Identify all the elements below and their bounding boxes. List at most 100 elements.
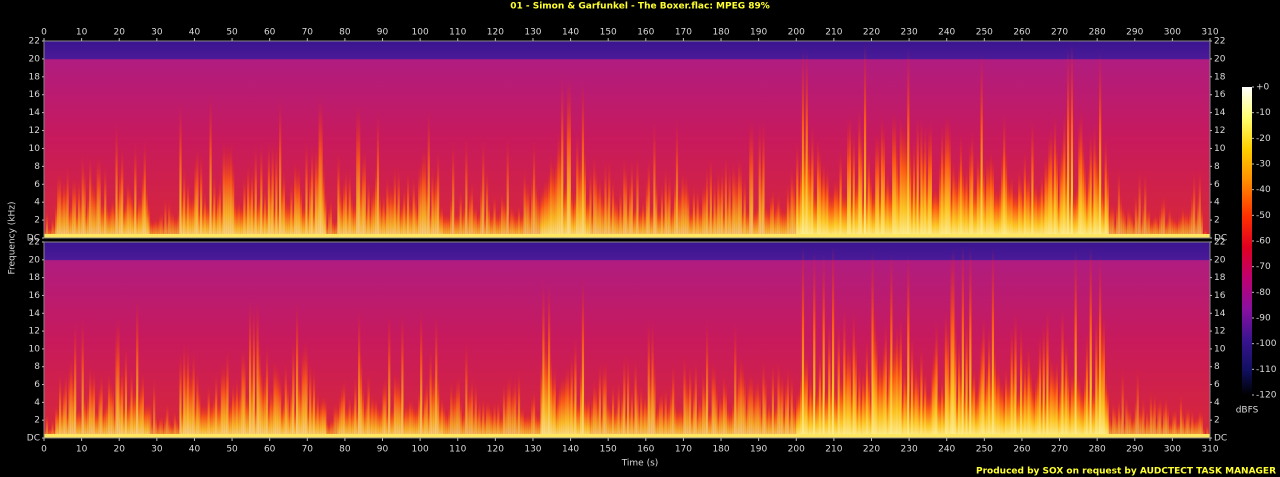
spectrum-streak [331, 417, 334, 438]
spectrum-streak [1074, 248, 1077, 438]
spectrum-streak [179, 102, 182, 238]
spectrum-streak [365, 203, 368, 238]
spectrum-streak [623, 155, 626, 238]
spectrum-streak [327, 206, 331, 238]
y-tick-label-right: 20 [1214, 255, 1226, 265]
spectrum-streak [339, 392, 342, 438]
spectrum-streak [856, 391, 859, 438]
spectrum-streak [450, 379, 453, 438]
spectrum-streak [1065, 338, 1068, 438]
spectrum-streak [476, 406, 479, 438]
spectrum-streak [1055, 143, 1058, 238]
spectrum-streak [190, 368, 193, 438]
spectrum-streak [286, 199, 289, 238]
y-tick-label-right: 4 [1214, 198, 1220, 208]
spectrum-streak [519, 405, 522, 438]
spectrum-streak [288, 200, 291, 238]
colorbar-tick-label: -90 [1256, 314, 1271, 324]
spectrum-streak [995, 370, 998, 438]
spectrum-streak [969, 140, 972, 238]
spectrum-streak [320, 396, 323, 438]
spectrum-streak [497, 398, 500, 438]
spectrum-streak [222, 139, 225, 238]
spectrum-streak [1053, 369, 1057, 438]
spectrum-streak [448, 404, 451, 438]
spectrum-streak [980, 335, 983, 438]
spectrum-streak [457, 211, 460, 238]
spectrum-streak [944, 116, 948, 238]
y-tick-label: 20 [29, 255, 41, 265]
spectrum-streak [771, 188, 774, 238]
spectrum-streak [1153, 213, 1156, 238]
spectrum-streak [982, 315, 985, 438]
spectrum-streak [467, 389, 470, 438]
colorbar-tick-label: -40 [1256, 185, 1271, 195]
spectrum-streak [600, 189, 603, 238]
spectrum-streak [318, 403, 321, 438]
x-tick-label: 290 [1126, 445, 1143, 455]
spectrum-streak [499, 412, 502, 438]
spectrum-streak [941, 123, 944, 238]
spectrum-streak [805, 350, 808, 438]
spectrum-streak [1067, 48, 1070, 238]
spectrum-streak [442, 213, 445, 238]
spectrum-streak [292, 203, 295, 238]
spectrum-streak [976, 385, 979, 438]
spectrum-streak [1046, 156, 1049, 238]
spectrum-streak [1052, 362, 1055, 438]
spectrum-streak [1093, 384, 1096, 438]
spectrum-streak [1110, 202, 1113, 238]
spectrum-streak [822, 253, 825, 438]
spectrum-streak [551, 160, 554, 238]
spectrum-streak [418, 387, 421, 438]
spectrum-streak [600, 408, 603, 438]
spectrum-streak [952, 158, 955, 238]
spectrum-streak [433, 180, 436, 238]
spectrum-streak [514, 375, 517, 438]
spectrum-streak [228, 401, 231, 438]
spectrum-streak [717, 407, 720, 438]
spectrum-streak [1194, 416, 1198, 438]
spectrum-streak [1146, 208, 1149, 238]
spectrum-streak [803, 355, 806, 438]
spectrum-streak [416, 404, 419, 438]
spectrum-streak [1161, 420, 1164, 438]
spectrum-streak [262, 379, 265, 438]
spectrum-streak [536, 189, 539, 238]
spectrum-streak [568, 76, 571, 238]
spectrum-streak [250, 167, 254, 238]
spectrum-streak [469, 384, 472, 438]
spectrum-streak [427, 109, 430, 239]
spectrum-streak [64, 182, 67, 238]
spectrum-streak [502, 381, 506, 438]
spectrum-streak [512, 208, 515, 238]
spectrum-streak [1005, 148, 1008, 238]
spectrum-streak [252, 199, 255, 238]
panel-frame [43, 40, 1211, 239]
y-tick-label-right: 22 [1214, 37, 1225, 47]
spectrum-streak [154, 217, 158, 238]
spectrum-streak [553, 163, 556, 238]
spectrum-streak [128, 394, 131, 438]
spectrum-streak [1016, 389, 1019, 438]
spectrum-streak [1100, 320, 1104, 438]
x-tick-label: 190 [750, 445, 767, 455]
spectrum-streak [711, 208, 714, 238]
x-tick-label-top: 260 [1013, 28, 1030, 38]
spectrum-streak [59, 371, 62, 438]
spectrum-streak [961, 163, 964, 238]
spectrum-streak [500, 413, 504, 438]
spectrum-streak [211, 199, 214, 238]
spectrum-streak [311, 143, 314, 238]
spectrum-streak [1131, 417, 1134, 438]
spectrum-streak [173, 214, 176, 238]
spectrum-streak [173, 410, 176, 438]
spectrum-streak [215, 371, 218, 438]
spectrum-streak [273, 358, 276, 438]
spectrum-streak [1033, 389, 1036, 438]
spectrum-streak [478, 397, 481, 438]
x-tick-label-top: 210 [825, 28, 842, 38]
spectrum-streak [1053, 113, 1057, 238]
spectrum-streak [1097, 352, 1100, 438]
spectrum-streak [901, 390, 904, 438]
